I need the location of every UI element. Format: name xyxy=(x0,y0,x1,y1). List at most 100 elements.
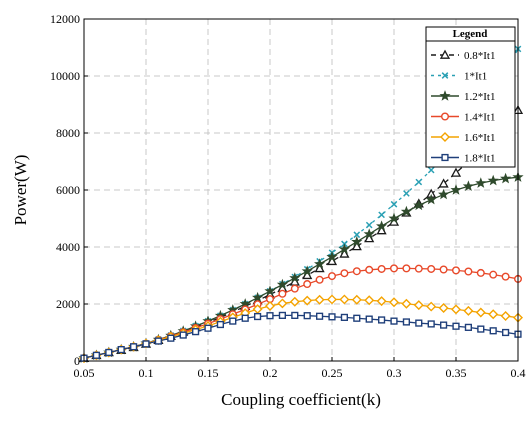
data-point xyxy=(142,340,150,348)
data-point xyxy=(489,270,498,279)
data-point xyxy=(338,243,350,255)
data-point xyxy=(191,328,200,336)
x-tick-label: 0.15 xyxy=(198,366,219,380)
legend: Legend 0.8*It1 1*It1 1.2*It1 1.4*It1 1.6*It1… xyxy=(425,26,516,168)
data-point xyxy=(340,313,349,321)
data-point xyxy=(415,319,423,327)
data-point xyxy=(264,285,276,296)
data-point xyxy=(425,193,437,205)
data-point xyxy=(229,317,237,325)
legend-item: 1.6*It1 xyxy=(431,132,495,144)
data-point xyxy=(328,313,336,321)
data-point xyxy=(462,180,474,192)
data-point xyxy=(451,304,461,315)
y-tick-label: 0 xyxy=(74,354,80,368)
data-point xyxy=(278,311,287,320)
data-point xyxy=(502,328,510,337)
data-point xyxy=(252,291,264,303)
data-point xyxy=(402,318,411,326)
data-point xyxy=(477,325,485,333)
data-point xyxy=(388,212,400,224)
data-point xyxy=(475,307,486,318)
legend-marker xyxy=(439,49,451,59)
data-point xyxy=(92,351,101,359)
legend-label: 1.6*It1 xyxy=(464,132,495,144)
data-point xyxy=(265,301,275,311)
data-point xyxy=(301,265,313,276)
data-point xyxy=(105,348,113,357)
data-point xyxy=(339,248,350,258)
data-point xyxy=(179,331,187,339)
data-point xyxy=(365,221,373,229)
data-point xyxy=(365,315,373,323)
data-point xyxy=(390,200,398,208)
data-point xyxy=(352,267,361,276)
data-point xyxy=(426,301,437,312)
y-tick-label: 2000 xyxy=(56,297,80,311)
data-point xyxy=(326,255,338,266)
legend-box xyxy=(425,26,516,168)
legend-marker xyxy=(441,153,449,162)
legend-label: 1.2*It1 xyxy=(464,91,495,103)
series-6 xyxy=(80,311,522,362)
data-point xyxy=(450,167,462,177)
data-point xyxy=(403,190,410,197)
data-point xyxy=(327,294,337,305)
data-point xyxy=(439,265,448,274)
data-point xyxy=(253,312,262,321)
data-point xyxy=(340,269,349,278)
series-layer xyxy=(78,45,524,364)
data-point xyxy=(440,321,448,329)
legend-label: 1.4*It1 xyxy=(464,112,495,124)
legend-label: 1*It1 xyxy=(464,71,487,83)
y-tick-label: 8000 xyxy=(56,126,80,140)
y-tick-label: 4000 xyxy=(56,240,80,254)
data-point xyxy=(378,211,385,219)
data-point xyxy=(376,296,387,307)
data-point xyxy=(390,264,399,273)
legend-marker xyxy=(439,90,451,101)
legend-label: 0.8*It1 xyxy=(464,50,495,62)
data-point xyxy=(167,334,175,342)
data-point xyxy=(413,300,424,311)
data-point xyxy=(427,320,435,328)
data-point xyxy=(463,305,474,316)
data-point xyxy=(413,199,425,211)
data-point xyxy=(500,172,512,184)
data-point xyxy=(364,295,375,306)
x-tick-label: 0.35 xyxy=(446,366,467,380)
data-point xyxy=(351,294,362,305)
data-point xyxy=(303,312,311,320)
legend-item: 1*It1 xyxy=(431,71,487,83)
legend-item: 1.2*It1 xyxy=(431,90,495,103)
data-point xyxy=(316,312,324,320)
series-line xyxy=(83,176,519,359)
data-point xyxy=(266,312,274,320)
data-point xyxy=(378,316,386,324)
legend-title: Legend xyxy=(453,28,488,40)
data-point xyxy=(438,178,449,188)
data-point xyxy=(452,266,461,275)
data-point xyxy=(487,174,499,186)
data-point xyxy=(328,272,337,281)
data-point xyxy=(289,296,300,307)
legend-marker xyxy=(441,72,449,79)
data-point xyxy=(314,263,325,273)
data-point xyxy=(339,294,350,305)
x-axis-title: Coupling coefficient(k) xyxy=(221,390,381,409)
data-point xyxy=(351,241,362,251)
legend-marker xyxy=(440,132,450,142)
data-point xyxy=(365,265,374,274)
data-point xyxy=(326,251,338,262)
x-tick-label: 0.4 xyxy=(511,366,526,380)
y-tick-label: 10000 xyxy=(50,69,80,83)
data-point xyxy=(402,264,411,273)
data-point xyxy=(389,297,399,308)
data-point xyxy=(452,322,460,330)
data-point xyxy=(276,278,288,290)
data-point xyxy=(314,294,325,305)
data-point xyxy=(290,284,299,293)
x-tick-label: 0.3 xyxy=(387,366,402,380)
data-point xyxy=(464,267,473,276)
